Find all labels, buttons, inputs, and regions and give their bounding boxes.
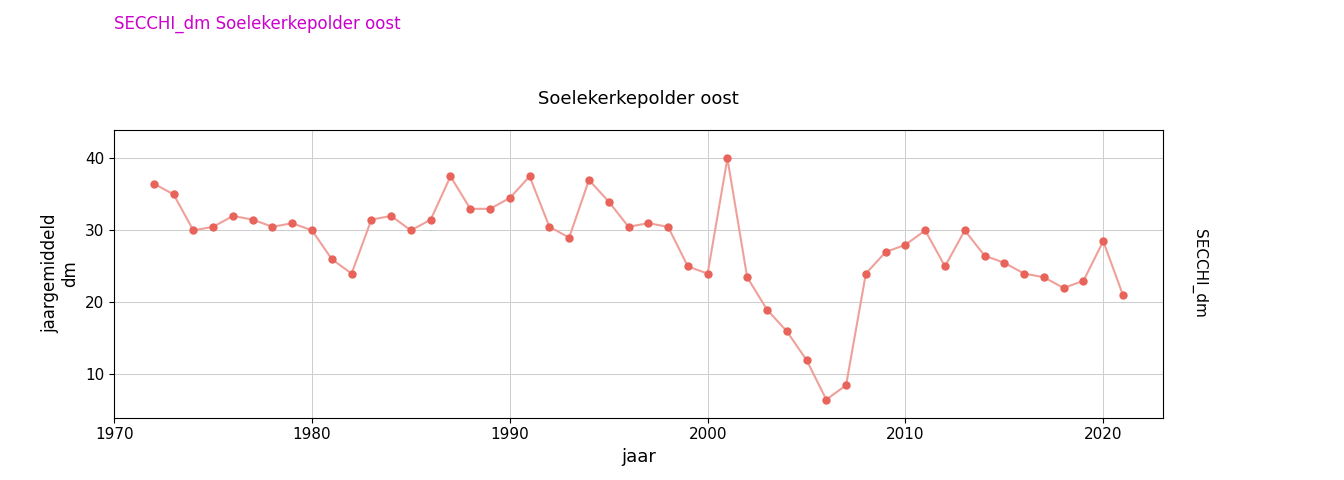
Point (321, 255, 343, 263)
Text: SECCHI_dm: SECCHI_dm (1191, 229, 1208, 318)
Point (341, 270, 363, 277)
Point (875, 248, 896, 256)
Point (716, 155, 738, 162)
Text: Soelekerkepolder oost: Soelekerkepolder oost (538, 90, 739, 108)
Point (242, 216, 263, 223)
Point (914, 227, 935, 234)
Point (519, 172, 540, 180)
Point (598, 198, 620, 205)
Point (439, 172, 461, 180)
Point (954, 227, 976, 234)
Point (419, 216, 441, 223)
Point (222, 212, 243, 220)
Point (480, 205, 501, 213)
Y-axis label: jaargemiddeld
dm: jaargemiddeld dm (40, 214, 79, 333)
Point (499, 194, 520, 202)
Point (775, 327, 797, 335)
Point (203, 223, 224, 231)
Point (539, 223, 560, 231)
Point (677, 263, 699, 270)
Point (698, 270, 719, 277)
Point (460, 205, 481, 213)
Point (836, 381, 857, 389)
Point (796, 356, 817, 364)
Point (737, 273, 758, 281)
Point (301, 227, 323, 234)
Point (558, 234, 579, 241)
Point (816, 396, 837, 403)
Point (855, 270, 876, 277)
Point (262, 223, 284, 231)
Point (657, 223, 679, 231)
Text: SECCHI_dm Soelekerkepolder oost: SECCHI_dm Soelekerkepolder oost (114, 14, 401, 33)
Point (757, 306, 778, 313)
Point (1052, 284, 1074, 292)
Point (618, 223, 640, 231)
Point (281, 219, 302, 227)
Point (1034, 273, 1055, 281)
Point (380, 212, 402, 220)
Point (142, 180, 164, 187)
Point (934, 263, 956, 270)
Point (1113, 291, 1134, 299)
Point (1093, 238, 1114, 245)
Point (993, 259, 1015, 267)
Point (401, 227, 422, 234)
X-axis label: jaar: jaar (621, 448, 656, 466)
Point (974, 252, 996, 259)
Point (163, 191, 184, 198)
Point (360, 216, 382, 223)
Point (1013, 270, 1035, 277)
Point (637, 219, 659, 227)
Point (578, 176, 599, 184)
Point (895, 241, 917, 249)
Point (183, 227, 204, 234)
Point (1073, 277, 1094, 285)
